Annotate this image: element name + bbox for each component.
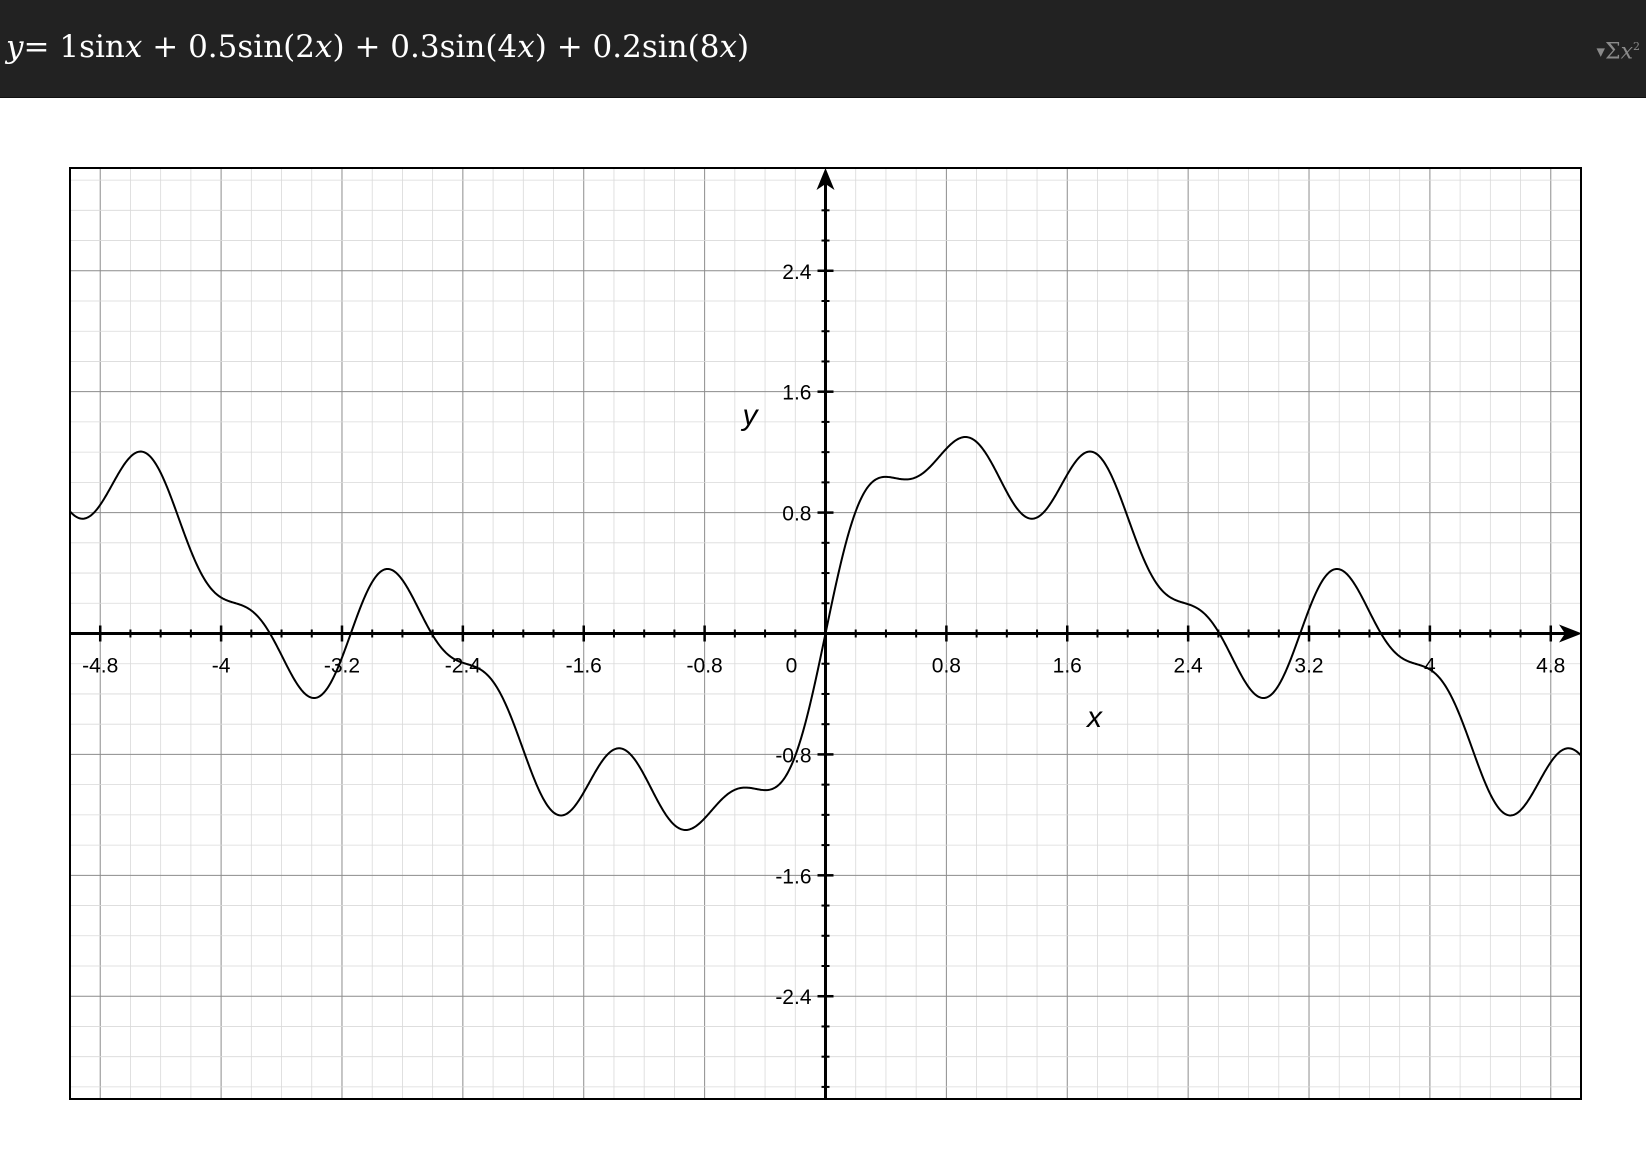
equation-term-coef: 0.3 — [390, 29, 440, 65]
sigma-x-squared-icon[interactable]: ▼Σx2 — [1596, 39, 1640, 65]
y-axis-label: y — [740, 399, 759, 432]
x-tick-label: 4 — [1424, 655, 1436, 678]
x-axis-arrow-icon — [1559, 624, 1582, 643]
y-tick-label: -1.6 — [775, 865, 811, 888]
x-tick-label: -4.8 — [82, 655, 118, 678]
equation-term-func: sin — [237, 29, 284, 65]
equation-term-arg: 4x — [497, 29, 535, 65]
equation-term-arg: 8x — [699, 29, 737, 65]
equation-term-func: sin — [439, 29, 486, 65]
x-tick-label: -3.2 — [324, 655, 360, 678]
x-tick-label: 0.8 — [932, 655, 961, 678]
equation-term-coef: 0.5 — [188, 29, 238, 65]
x-tick-label: -0.8 — [687, 655, 723, 678]
equation-lhs: y — [6, 29, 24, 65]
x-axis-label: x — [1085, 701, 1103, 734]
equation-term-func: sin — [641, 29, 688, 65]
equation-term-coef: 0.2 — [592, 29, 642, 65]
function-curve[interactable] — [69, 436, 1582, 831]
x-tick-label: 3.2 — [1294, 655, 1323, 678]
x-tick-label: -1.6 — [566, 655, 602, 678]
equation-display[interactable]: y= 1sinx + 0.5sin(2x) + 0.3sin(4x) + 0.2… — [6, 29, 750, 65]
x-tick-label: -4 — [212, 655, 231, 678]
y-tick-label: -0.8 — [775, 744, 811, 767]
formula-bar: y= 1sinx + 0.5sin(2x) + 0.3sin(4x) + 0.2… — [0, 0, 1646, 98]
y-axis-arrow-icon — [816, 168, 835, 190]
y-tick-label: -2.4 — [775, 986, 812, 1009]
x-tick-label: 4.8 — [1536, 655, 1565, 678]
y-tick-label: 1.6 — [782, 382, 811, 405]
equation-term-arg: 2x — [295, 29, 333, 65]
equation-term-arg: x — [124, 29, 143, 65]
y-tick-label: 2.4 — [782, 261, 812, 284]
x-tick-label: -2.4 — [445, 655, 482, 678]
x-tick-label: 2.4 — [1174, 655, 1204, 678]
y-tick-label: 0.8 — [782, 503, 811, 526]
equation-term-coef: 1 — [59, 29, 80, 65]
equation-term-func: sin — [79, 29, 125, 65]
x-tick-label: 1.6 — [1053, 655, 1082, 678]
x-tick-label: 0 — [786, 655, 798, 678]
